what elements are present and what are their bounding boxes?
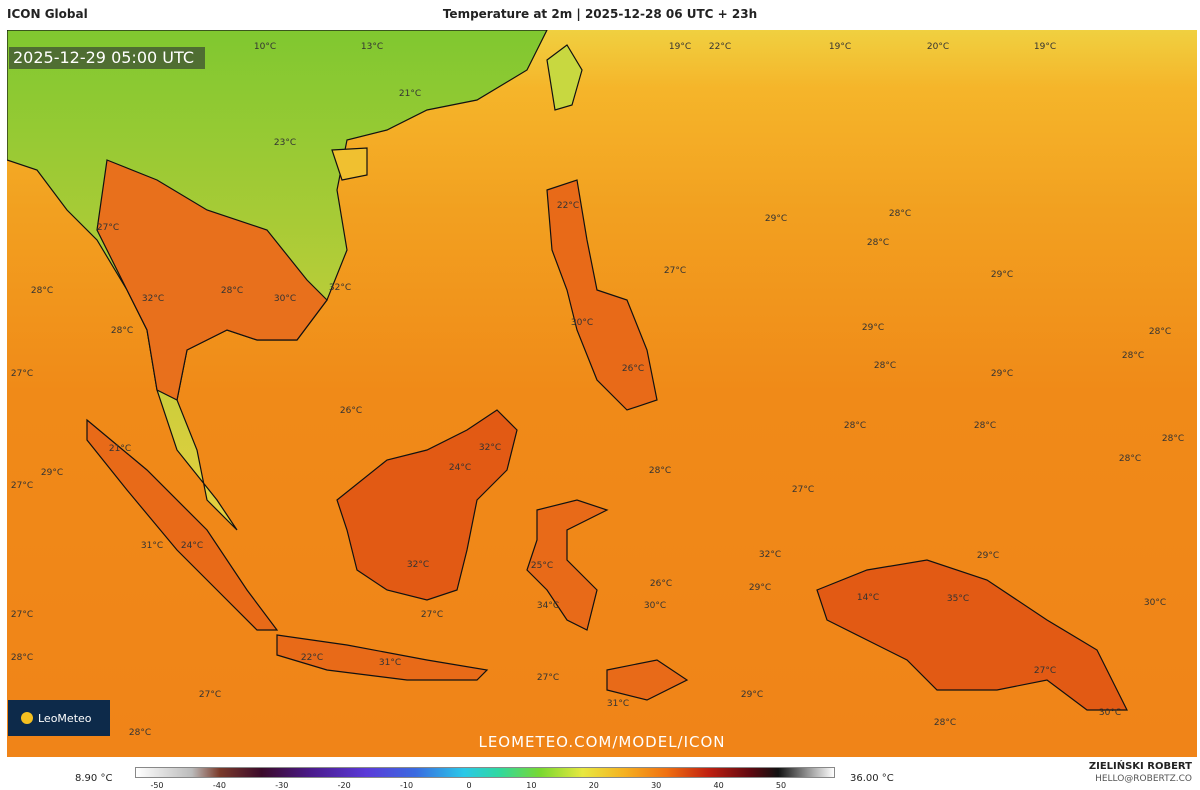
scale-tick: 40 [713, 781, 724, 790]
temp-label: 19°C [1034, 42, 1056, 52]
temp-label: 28°C [1122, 351, 1144, 361]
temp-label: 13°C [361, 42, 383, 52]
temp-label: 35°C [947, 594, 969, 604]
email: HELLO@ROBERTZ.CO [1095, 774, 1192, 784]
scale-tick: 30 [651, 781, 662, 790]
model-name: ICON Global [7, 7, 88, 21]
scale-tick: 0 [466, 781, 472, 790]
temp-label: 19°C [829, 42, 851, 52]
temp-label: 28°C [1162, 434, 1184, 444]
temp-label: 28°C [1119, 454, 1141, 464]
scale-tick: -10 [400, 781, 414, 790]
temp-label: 32°C [759, 550, 781, 560]
temp-label: 27°C [664, 266, 686, 276]
temp-label: 19°C [669, 42, 691, 52]
temp-label: 27°C [11, 481, 33, 491]
temp-label: 32°C [329, 283, 351, 293]
temp-label: 29°C [41, 468, 63, 478]
temp-label: 14°C [857, 593, 879, 603]
temp-label: 30°C [571, 318, 593, 328]
temp-label: 22°C [709, 42, 731, 52]
temp-label: 27°C [199, 690, 221, 700]
temp-label: 30°C [1144, 598, 1166, 608]
scale-max: 36.00 °C [850, 773, 894, 784]
temp-label: 27°C [97, 223, 119, 233]
temp-label: 28°C [31, 286, 53, 296]
temp-label: 26°C [340, 406, 362, 416]
temp-label: 26°C [650, 579, 672, 589]
temp-label: 27°C [11, 369, 33, 379]
scale-min: 8.90 °C [75, 773, 113, 784]
temp-label: 28°C [11, 653, 33, 663]
temp-label: 28°C [844, 421, 866, 431]
temp-label: 30°C [274, 294, 296, 304]
scale-tick: -50 [150, 781, 164, 790]
temp-label: 28°C [129, 728, 151, 738]
map: 2025-12-29 05:00 UTC LeoMeteo LEOMETEO.C… [7, 30, 1197, 757]
temp-label: 28°C [111, 326, 133, 336]
temp-label: 27°C [792, 485, 814, 495]
temp-label: 23°C [274, 138, 296, 148]
temp-label: 27°C [421, 610, 443, 620]
temp-label: 32°C [479, 443, 501, 453]
temp-label: 28°C [889, 209, 911, 219]
temp-label: 29°C [991, 369, 1013, 379]
temp-label: 26°C [622, 364, 644, 374]
temp-label: 28°C [649, 466, 671, 476]
scale-tick: 10 [526, 781, 537, 790]
temp-label: 28°C [867, 238, 889, 248]
temp-label: 30°C [1099, 708, 1121, 718]
temp-label: 31°C [141, 541, 163, 551]
temp-label: 24°C [181, 541, 203, 551]
temp-label: 32°C [142, 294, 164, 304]
temp-label: 29°C [765, 214, 787, 224]
temp-label: 28°C [874, 361, 896, 371]
temp-label: 24°C [449, 463, 471, 473]
temp-label: 32°C [407, 560, 429, 570]
scale-tick: 20 [588, 781, 599, 790]
temp-label: 29°C [741, 690, 763, 700]
scale-tick: -30 [275, 781, 289, 790]
temp-label: 25°C [531, 561, 553, 571]
watermark: LEOMETEO.COM/MODEL/ICON [478, 733, 725, 751]
temp-label: 20°C [927, 42, 949, 52]
valid-time: 2025-12-29 05:00 UTC [13, 48, 194, 67]
temp-label: 27°C [1034, 666, 1056, 676]
temp-label: 30°C [644, 601, 666, 611]
temp-label: 27°C [537, 673, 559, 683]
temp-label: 28°C [934, 718, 956, 728]
temp-label: 29°C [991, 270, 1013, 280]
temp-label: 31°C [607, 699, 629, 709]
scale-tick: 50 [775, 781, 787, 790]
logo: LeoMeteo [38, 712, 92, 725]
color-scale [135, 767, 835, 778]
temp-label: 34°C [537, 601, 559, 611]
temp-label: 21°C [399, 89, 421, 99]
temp-label: 28°C [221, 286, 243, 296]
temp-label: 29°C [749, 583, 771, 593]
temp-label: 28°C [1149, 327, 1171, 337]
temp-label: 10°C [254, 42, 276, 52]
author: ZIELIŃSKI ROBERT [1088, 761, 1192, 772]
temp-label: 22°C [301, 653, 323, 663]
temp-label: 31°C [379, 658, 401, 668]
scale-tick: -40 [212, 781, 226, 790]
temp-label: 29°C [977, 551, 999, 561]
scale-tick: -20 [337, 781, 351, 790]
chart-title: Temperature at 2m | 2025-12-28 06 UTC + … [442, 7, 758, 21]
temp-label: 22°C [557, 201, 579, 211]
temp-label: 27°C [11, 610, 33, 620]
temp-label: 21°C [109, 444, 131, 454]
temp-label: 29°C [862, 323, 884, 333]
temp-label: 28°C [974, 421, 996, 431]
